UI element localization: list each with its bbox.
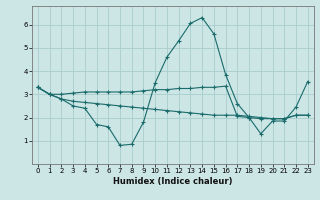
X-axis label: Humidex (Indice chaleur): Humidex (Indice chaleur) [113,177,233,186]
